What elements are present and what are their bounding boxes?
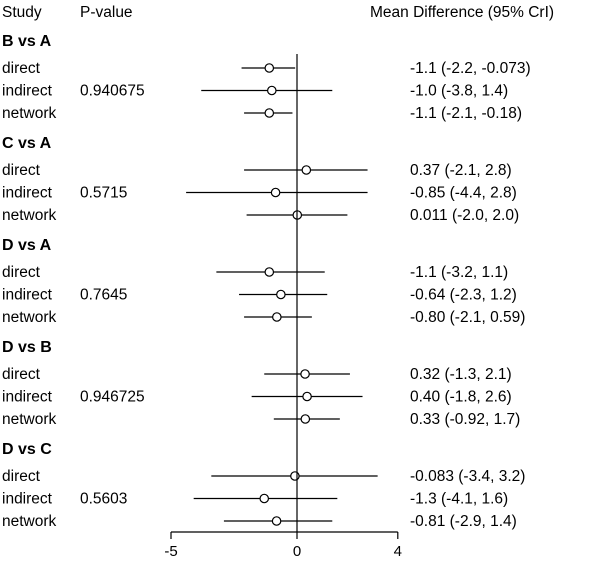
plot-marks <box>186 54 378 532</box>
x-tick-label: 4 <box>394 543 402 560</box>
group-label: D vs C <box>2 441 52 458</box>
estimate-label: -0.64 (-2.3, 1.2) <box>410 287 517 304</box>
estimate-label: -0.81 (-2.9, 1.4) <box>410 513 517 530</box>
pvalue-label: 0.5715 <box>80 185 127 202</box>
study-label: indirect <box>2 491 53 508</box>
group-label: D vs A <box>2 237 52 254</box>
estimate-label: -1.1 (-2.1, -0.18) <box>410 105 522 122</box>
point-estimate <box>266 85 277 96</box>
study-label: network <box>2 207 57 224</box>
x-tick-label: -5 <box>164 543 177 560</box>
point-estimate <box>300 414 311 424</box>
study-label: direct <box>2 60 41 77</box>
point-estimate <box>271 516 282 526</box>
estimate-label: -1.3 (-4.1, 1.6) <box>410 491 508 508</box>
x-tick-label: 0 <box>293 543 301 560</box>
study-label: indirect <box>2 389 53 406</box>
estimate-label: -1.1 (-3.2, 1.1) <box>410 264 508 281</box>
pvalue-label: 0.7645 <box>80 287 127 304</box>
point-estimate <box>264 63 275 73</box>
estimate-label: -0.85 (-4.4, 2.8) <box>410 185 517 202</box>
group-label: C vs A <box>2 135 52 152</box>
estimate-label: 0.33 (-0.92, 1.7) <box>410 411 520 428</box>
study-label: direct <box>2 366 41 383</box>
point-estimate <box>259 493 270 504</box>
pvalue-label: 0.5603 <box>80 491 127 508</box>
estimate-label: 0.37 (-2.1, 2.8) <box>410 162 512 179</box>
header-study: Study <box>2 4 42 21</box>
point-estimate <box>276 289 286 300</box>
study-label: direct <box>2 468 41 485</box>
point-estimate <box>300 369 310 379</box>
study-label: direct <box>2 162 41 179</box>
study-label: network <box>2 513 57 530</box>
estimate-label: 0.011 (-2.0, 2.0) <box>410 207 519 224</box>
header-pvalue: P-value <box>80 4 133 21</box>
study-label: indirect <box>2 185 53 202</box>
point-estimate <box>264 267 275 277</box>
header-estimate: Mean Difference (95% CrI) <box>370 4 554 21</box>
column-headers: Study P-value Mean Difference (95% CrI) <box>2 4 554 21</box>
study-label: direct <box>2 264 41 281</box>
point-estimate <box>264 108 275 118</box>
point-estimate <box>290 471 300 481</box>
group-label: B vs A <box>2 33 52 50</box>
estimate-label: -0.80 (-2.1, 0.59) <box>410 309 525 326</box>
study-label: network <box>2 309 57 326</box>
study-label: indirect <box>2 287 53 304</box>
study-label: indirect <box>2 83 53 100</box>
point-estimate <box>270 187 281 198</box>
pvalue-label: 0.940675 <box>80 83 145 100</box>
point-estimate <box>272 312 282 322</box>
group-label: D vs B <box>2 339 52 356</box>
estimate-label: 0.32 (-1.3, 2.1) <box>410 366 512 383</box>
study-label: network <box>2 411 57 428</box>
estimate-label: 0.40 (-1.8, 2.6) <box>410 389 512 406</box>
x-axis: -5 0 4 <box>164 531 402 560</box>
rows: B vs A direct -1.1 (-2.2, -0.073) indirect 0… <box>2 33 531 530</box>
estimate-label: -1.0 (-3.8, 1.4) <box>410 83 508 100</box>
point-estimate <box>302 391 312 402</box>
pvalue-label: 0.946725 <box>80 389 145 406</box>
estimate-label: -0.083 (-3.4, 3.2) <box>410 468 525 485</box>
estimate-label: -1.1 (-2.2, -0.073) <box>410 60 531 77</box>
point-estimate <box>301 165 312 175</box>
study-label: network <box>2 105 57 122</box>
